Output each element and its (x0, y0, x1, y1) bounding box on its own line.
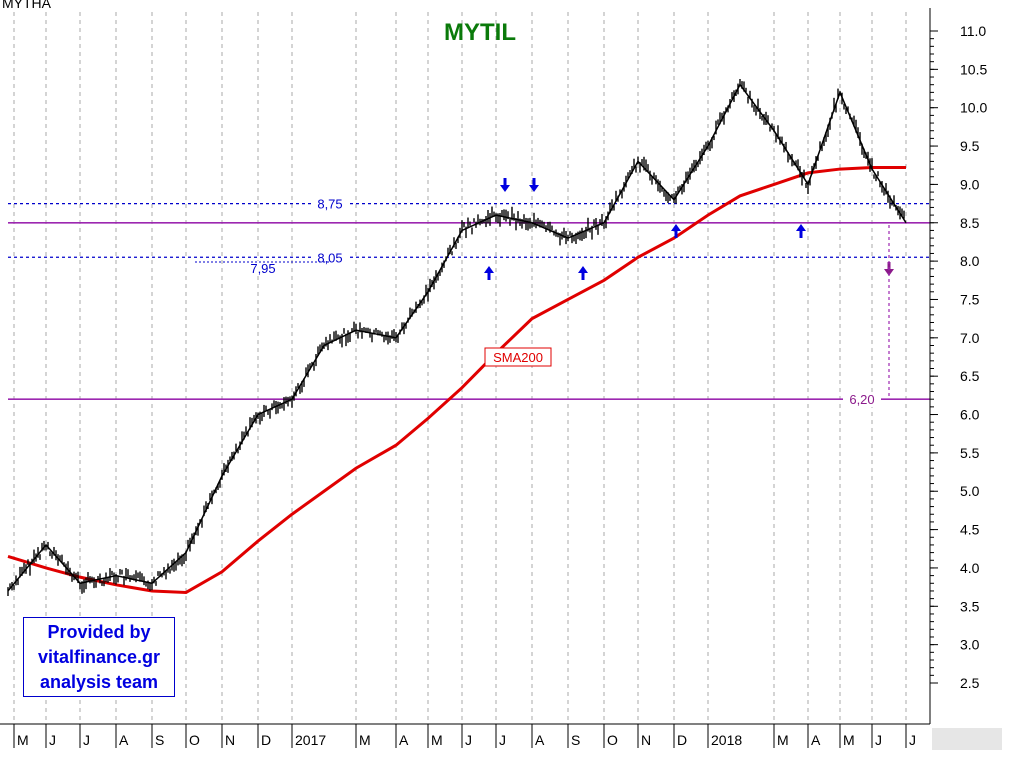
sma-label: SMA200 (493, 350, 543, 365)
y-tick-label: 5.5 (960, 445, 980, 461)
y-tick-label: 9.0 (960, 176, 980, 192)
x-tick-label: A (535, 732, 545, 748)
label-bg (843, 392, 881, 408)
level-label-875: 8,75 (317, 197, 342, 212)
label-bg (311, 196, 349, 212)
x-tick-label: O (189, 732, 200, 748)
x-tick-label: S (571, 732, 580, 748)
x-tick-label: M (359, 732, 371, 748)
x-tick-label: M (431, 732, 443, 748)
x-tick-labels: M J J A S O N D 2017 M A M J J A S O N D 2018 M A M J J (13, 724, 916, 748)
up-arrow-icon (796, 224, 806, 238)
y-tick-label: 11.0 (960, 23, 986, 39)
up-arrow-icon (484, 266, 494, 280)
x-tick-label: 2017 (295, 732, 326, 748)
y-tick-label: 4.5 (960, 522, 980, 538)
x-tick-label: J (499, 732, 506, 748)
x-tick-label: J (49, 732, 56, 748)
x-tick-label: D (677, 732, 687, 748)
signal-arrows (484, 178, 894, 398)
x-tick-label: J (83, 732, 90, 748)
y-tick-label: 8.5 (960, 215, 980, 231)
y-tick-label: 10.5 (960, 61, 987, 77)
x-tick-label: J (909, 732, 916, 748)
x-tick-label: A (811, 732, 821, 748)
level-lines (8, 202, 930, 400)
sma-label-box (484, 347, 552, 367)
chart-title: MYTIL (444, 19, 516, 46)
down-arrow-icon (884, 262, 894, 276)
label-bg (244, 261, 282, 276)
y-tick-label: 8.0 (960, 253, 980, 269)
corner-label: MYTHA (2, 0, 52, 11)
x-tick-label: O (607, 732, 618, 748)
up-arrow-icon (671, 224, 681, 238)
x-tick-label: A (119, 732, 129, 748)
y-tick-label: 9.5 (960, 138, 980, 154)
credit-line-1: Provided by (47, 622, 151, 642)
x-tick-label: S (155, 732, 164, 748)
y-tick-label: 6.0 (960, 407, 980, 423)
down-arrow-icon (500, 178, 510, 192)
y-tick-label: 3.5 (960, 598, 980, 614)
y-tick-label: 5.0 (960, 483, 980, 499)
x-tick-label: M (777, 732, 789, 748)
x-tick-label: D (261, 732, 271, 748)
y-tick-label: 7.0 (960, 330, 980, 346)
up-arrow-icon (578, 266, 588, 280)
price-line (7, 83, 907, 592)
down-arrow-icon (529, 178, 539, 192)
credit-line-2: vitalfinance.gr (37, 647, 161, 667)
x-tick-label: J (465, 732, 472, 748)
price-series (7, 78, 907, 597)
x-tick-label: M (843, 732, 855, 748)
axis-corner-box (932, 728, 1002, 750)
credit-line-3: analysis team (39, 672, 159, 692)
x-tick-label: J (875, 732, 882, 748)
y-tick-label: 4.0 (960, 560, 980, 576)
credit-box: Provided by vitalfinance.gr analysis tea… (23, 617, 175, 697)
x-tick-label: 2018 (711, 732, 742, 748)
level-label-620: 6,20 (849, 392, 874, 407)
y-tick-label: 6.5 (960, 368, 980, 384)
low-label-795: 7,95 (250, 261, 275, 276)
y-tick-label: 7.5 (960, 291, 980, 307)
annotation-labels: 8,75 8,05 6,20 7,95 SMA200 (195, 196, 881, 408)
corner-text: MYTHA (2, 0, 52, 11)
x-tick-label: N (641, 732, 651, 748)
axes (0, 8, 1002, 750)
y-tick-labels: 11.0 10.5 10.0 9.5 9.0 8.5 8.0 7.5 7.0 6.5 6.0 5.5 5… (930, 23, 987, 691)
x-tick-label: M (17, 732, 29, 748)
sma200-line (7, 166, 906, 595)
level-label-805: 8,05 (317, 250, 342, 265)
month-gridlines (13, 12, 907, 722)
chart-title-group: MYTIL (444, 19, 516, 46)
sma-series (7, 166, 906, 595)
y-tick-label: 2.5 (960, 675, 980, 691)
y-tick-label: 10.0 (960, 100, 987, 116)
y-tick-label: 3.0 (960, 637, 980, 653)
x-tick-label: N (225, 732, 235, 748)
x-tick-label: A (399, 732, 409, 748)
